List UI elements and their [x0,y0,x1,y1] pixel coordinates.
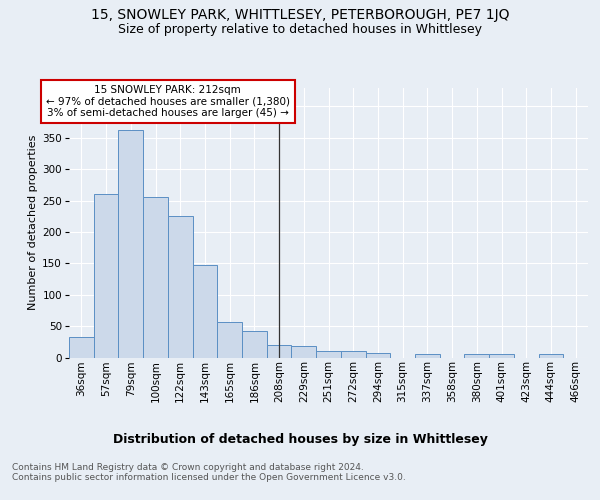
Bar [415,354,440,358]
Bar [69,338,94,357]
Bar [489,354,514,358]
Text: Size of property relative to detached houses in Whittlesey: Size of property relative to detached ho… [118,22,482,36]
Bar [94,194,118,358]
Bar [267,345,292,358]
Bar [316,350,341,358]
Bar [217,322,242,358]
Text: 15 SNOWLEY PARK: 212sqm
← 97% of detached houses are smaller (1,380)
3% of semi-: 15 SNOWLEY PARK: 212sqm ← 97% of detache… [46,84,290,118]
Bar [464,354,489,358]
Bar [242,330,267,357]
Text: Contains HM Land Registry data © Crown copyright and database right 2024.
Contai: Contains HM Land Registry data © Crown c… [12,462,406,482]
Bar [365,353,390,358]
Y-axis label: Number of detached properties: Number of detached properties [28,135,38,310]
Bar [118,130,143,358]
Text: 15, SNOWLEY PARK, WHITTLESEY, PETERBOROUGH, PE7 1JQ: 15, SNOWLEY PARK, WHITTLESEY, PETERBOROU… [91,8,509,22]
Bar [143,197,168,358]
Bar [292,346,316,358]
Bar [193,264,217,358]
Bar [168,216,193,358]
Bar [341,351,365,358]
Bar [539,354,563,358]
Text: Distribution of detached houses by size in Whittlesey: Distribution of detached houses by size … [113,432,487,446]
